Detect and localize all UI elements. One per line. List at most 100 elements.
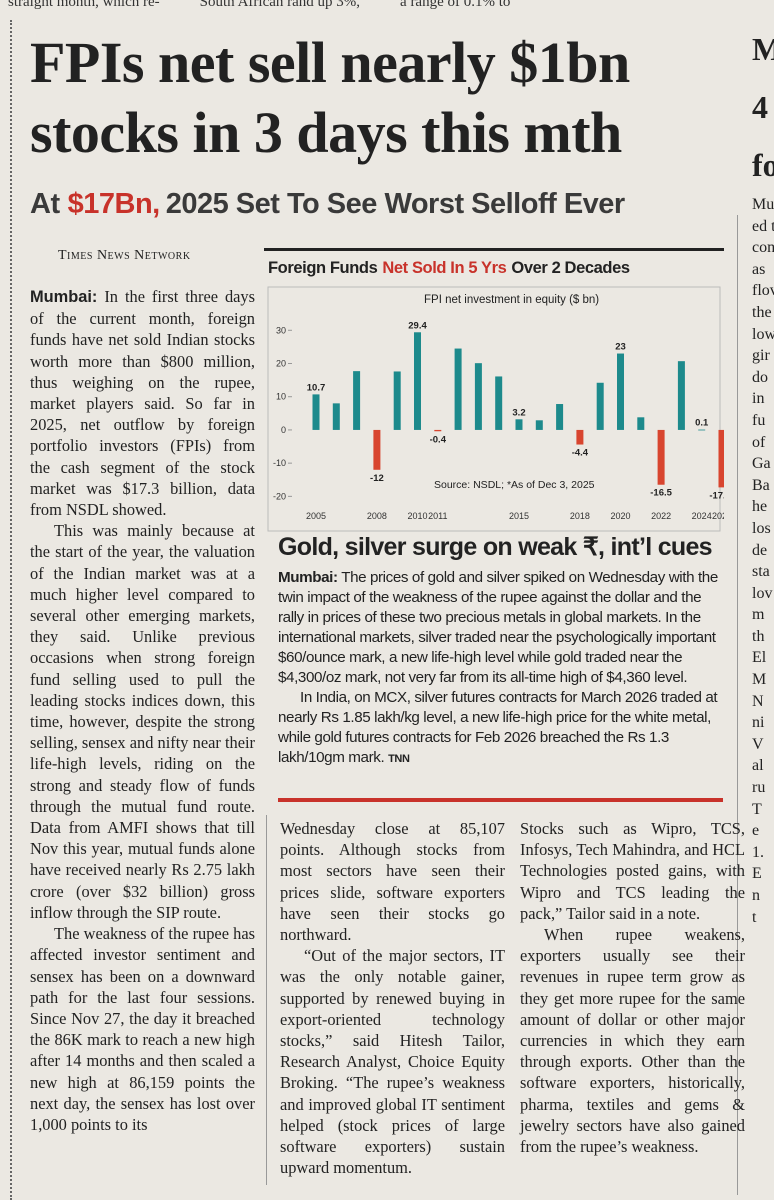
value-label: 23 [615, 342, 626, 353]
bar [474, 363, 482, 430]
dateline: Mumbai: [30, 288, 98, 306]
bar [332, 403, 340, 430]
bar [596, 382, 604, 430]
edge-fragment: m [752, 606, 765, 624]
x-tick-label: 2020 [610, 511, 630, 521]
title-part: Foreign Funds [268, 259, 378, 277]
divider-rule [278, 798, 723, 802]
paragraph: This was mainly because at the start of … [30, 521, 255, 922]
edge-fragment: T [752, 800, 762, 818]
x-tick-label: 2025 [712, 511, 724, 521]
edge-fragment: he [752, 498, 768, 516]
side-story: Gold, silver surge on weak ₹, int’l cues… [278, 532, 725, 769]
edge-fragment: M [752, 31, 774, 67]
subhead-highlight: $17Bn, [67, 188, 161, 220]
bar [576, 429, 584, 445]
value-label: -17.3* [709, 490, 724, 501]
bar [617, 353, 624, 430]
edge-fragment: al [752, 757, 764, 775]
paragraph: When rupee weakens, exporters usually se… [520, 925, 745, 1157]
edge-fragment: Ga [752, 455, 771, 473]
bar [657, 429, 665, 485]
headline-line: stocks in 3 days this mth [30, 100, 622, 165]
value-label: 10.7 [307, 382, 326, 393]
y-tick-label: 0 [281, 425, 286, 435]
top-strip: straight month, which re- South African … [8, 0, 748, 12]
edge-fragment: as [752, 260, 766, 278]
bar [495, 376, 503, 430]
subhead-text: At [30, 188, 60, 220]
bar [698, 429, 706, 431]
strip-text: straight month, which re- [8, 0, 160, 10]
edge-fragment: ni [752, 714, 765, 732]
edge-fragment: fu [752, 411, 766, 429]
edge-fragment: n [752, 887, 760, 904]
x-tick-label: 2024 [692, 511, 712, 521]
column-rule [266, 815, 267, 1185]
edge-fragment: 1. [752, 843, 764, 861]
title-part: Over 2 Decades [511, 259, 629, 277]
chart-box: Foreign Funds Net Sold In 5 Yrs Over 2 Dec… [264, 248, 735, 533]
edge-fragment: th [752, 627, 765, 645]
edge-fragment: ru [752, 779, 766, 797]
bar [515, 419, 523, 430]
side-headline: Gold, silver surge on weak ₹, int’l cues [278, 533, 713, 561]
text: In India, on MCX, silver futures contrac… [278, 689, 718, 766]
edge-fragment: Mu [752, 196, 774, 213]
edge-fragment: the [752, 303, 772, 321]
edge-fragment: El [752, 649, 767, 667]
edge-fragment: V [752, 735, 764, 753]
x-tick-label: 2011 [428, 511, 447, 521]
paragraph: Mumbai: In the first three days of the c… [30, 286, 255, 520]
y-tick-label: 30 [276, 325, 286, 335]
edge-fragment: 4 [752, 89, 768, 125]
value-label: -4.4 [572, 448, 589, 459]
edge-fragment: low [752, 325, 774, 343]
subhead: At $17Bn, 2025 Set To See Worst Selloff Ev… [30, 188, 730, 221]
y-tick-label: -10 [273, 458, 286, 468]
bar [454, 348, 462, 430]
edge-fragment: los [752, 519, 771, 537]
edge-fragment: flov [752, 282, 774, 300]
edge-fragment: E [752, 865, 762, 883]
bar [393, 371, 401, 430]
paragraph: The weakness of the rupee has affected i… [30, 924, 255, 1134]
value-label: -0.4 [430, 434, 447, 445]
column-rule [737, 215, 738, 1195]
edge-fragment: N [752, 692, 764, 710]
headline-line: FPIs net sell nearly $1bn [30, 30, 630, 95]
edge-fragment: gir [752, 347, 770, 365]
edge-fragment: M [752, 671, 767, 689]
bar [353, 371, 361, 430]
lead-column: Mumbai: In the first three days of the c… [30, 286, 255, 1135]
strip-text: South African rand up 3%, [199, 0, 361, 10]
paragraph: Stocks such as Wipro, TCS, Infosys, Tech… [520, 819, 745, 923]
x-tick-label: 2022 [651, 511, 671, 521]
chart-source: Source: NSDL; *As of Dec 3, 2025 [434, 479, 595, 491]
chart-subtitle: FPI net investment in equity ($ bn) [424, 294, 599, 306]
x-tick-label: 2008 [367, 511, 387, 521]
byline: Times News Network [58, 248, 191, 263]
x-tick-label: 2005 [306, 511, 326, 521]
right-column: Stocks such as Wipro, TCS, Infosys, Tech… [520, 818, 745, 1157]
chart-title: Foreign Funds Net Sold In 5 Yrs Over 2 Dec… [268, 259, 630, 277]
edge-fragment: do [752, 368, 768, 386]
bar [535, 420, 543, 430]
plot-frame [267, 286, 721, 532]
value-label: -16.5 [650, 488, 672, 499]
bar [414, 332, 421, 430]
x-tick-label: 2010 [407, 511, 427, 521]
column-divider [10, 20, 12, 1200]
subhead-text: 2025 Set To See Worst Selloff Ever [165, 188, 626, 220]
edge-fragment: e [752, 822, 760, 840]
x-tick-label: 2015 [509, 511, 529, 521]
edge-fragment: in [752, 390, 765, 408]
value-label: 3.2 [512, 407, 525, 418]
text: The prices of gold and silver spiked on … [278, 569, 718, 686]
headline: FPIs net sell nearly $1bn stocks in 3 da… [30, 28, 730, 168]
paragraph: Mumbai: The prices of gold and silver sp… [278, 568, 725, 688]
edge-fragment: of [752, 433, 766, 451]
bar [556, 404, 564, 430]
